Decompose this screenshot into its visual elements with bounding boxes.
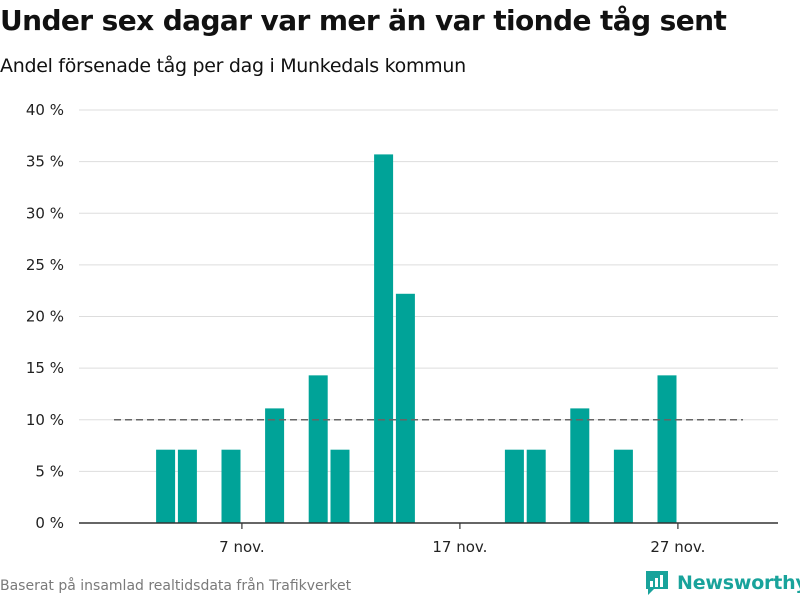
- y-tick-label: 10 %: [26, 411, 64, 429]
- bar: [308, 375, 328, 523]
- y-tick-label: 30 %: [26, 204, 64, 222]
- brand-name: Newsworthy: [677, 572, 800, 594]
- source-note: Baserat på insamlad realtidsdata från Tr…: [0, 578, 352, 594]
- axes: 0 % 5 % 10 % 15 % 20 % 25 % 30 % 35 % 40 % 7 nov.…: [26, 101, 778, 556]
- bar: [395, 293, 415, 523]
- bar: [156, 449, 176, 523]
- bar: [374, 154, 394, 523]
- y-tick-label: 15 %: [26, 359, 64, 377]
- bar: [177, 449, 197, 523]
- bar: [504, 449, 524, 523]
- y-tick-label: 0 %: [35, 514, 64, 532]
- x-tick-label: 27 nov.: [650, 538, 705, 556]
- x-tick-label: 17 nov.: [432, 538, 487, 556]
- bar: [265, 408, 285, 523]
- bar: [613, 449, 633, 523]
- bar: [221, 449, 241, 523]
- newsworthy-logo[interactable]: Newsworthy: [644, 569, 800, 597]
- bars: [156, 154, 677, 523]
- y-tick-label: 5 %: [35, 462, 64, 480]
- y-tick-label: 35 %: [26, 153, 64, 171]
- chart-subtitle: Andel försenade tåg per dag i Munkedals …: [0, 55, 466, 77]
- bar: [657, 375, 677, 523]
- y-tick-label: 40 %: [26, 101, 64, 119]
- bar: [330, 449, 350, 523]
- x-tick-label: 7 nov.: [219, 538, 264, 556]
- bar: [526, 449, 546, 523]
- y-tick-label: 25 %: [26, 256, 64, 274]
- chart-title: Under sex dagar var mer än var tionde tå…: [0, 4, 727, 37]
- y-tick-label: 20 %: [26, 308, 64, 326]
- bar: [570, 408, 590, 523]
- newsworthy-logo-icon: [646, 571, 668, 595]
